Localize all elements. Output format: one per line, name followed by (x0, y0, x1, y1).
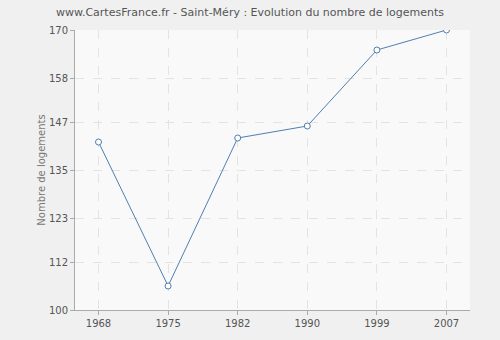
svg-text:2007: 2007 (434, 318, 459, 329)
svg-text:123: 123 (49, 213, 68, 224)
svg-text:170: 170 (49, 25, 68, 36)
svg-text:Nombre de logements: Nombre de logements (36, 114, 47, 225)
svg-text:1982: 1982 (225, 318, 250, 329)
svg-text:1975: 1975 (155, 318, 180, 329)
svg-text:112: 112 (49, 257, 68, 268)
svg-text:135: 135 (49, 165, 68, 176)
svg-text:147: 147 (49, 117, 68, 128)
svg-text:158: 158 (49, 73, 68, 84)
svg-text:1999: 1999 (364, 318, 389, 329)
svg-text:www.CartesFrance.fr - Saint-Mé: www.CartesFrance.fr - Saint-Méry : Evolu… (56, 6, 444, 19)
svg-text:1968: 1968 (86, 318, 111, 329)
svg-text:100: 100 (49, 305, 68, 316)
svg-text:1990: 1990 (295, 318, 320, 329)
